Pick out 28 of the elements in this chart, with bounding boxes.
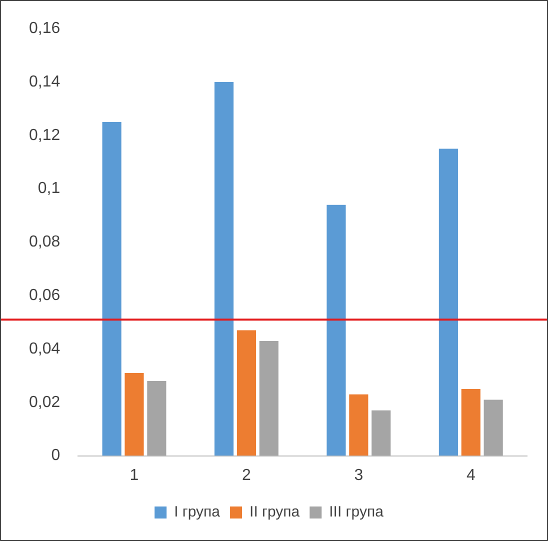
bar [236, 330, 256, 456]
bar [147, 381, 166, 456]
y-tick-label: 0,08 [29, 234, 60, 251]
y-tick-label: 0,06 [29, 287, 60, 304]
y-tick-label: 0 [51, 447, 60, 464]
y-tick-label: 0,02 [29, 394, 60, 411]
y-tick-label: 0,04 [29, 340, 60, 358]
bar [124, 373, 144, 456]
x-tick-label: 2 [242, 466, 252, 484]
bar [438, 148, 458, 456]
y-tick-label: 0,1 [38, 180, 60, 198]
y-tick-label: 0,16 [29, 20, 60, 38]
bar [326, 204, 346, 456]
legend-label: I група [174, 504, 221, 521]
x-tick-label: 1 [130, 466, 139, 484]
x-tick-label: 4 [466, 466, 476, 484]
legend-label: III група [329, 504, 384, 521]
legend-label: II група [250, 504, 300, 521]
bar [484, 400, 503, 456]
bar [349, 394, 368, 456]
y-tick-label: 0,12 [29, 126, 60, 144]
y-tick-label: 0,14 [29, 73, 60, 90]
bar [214, 82, 234, 456]
bar [461, 389, 480, 456]
bar [372, 410, 391, 456]
bar [102, 122, 122, 456]
x-tick-label: 3 [354, 466, 364, 484]
bar [259, 340, 278, 456]
